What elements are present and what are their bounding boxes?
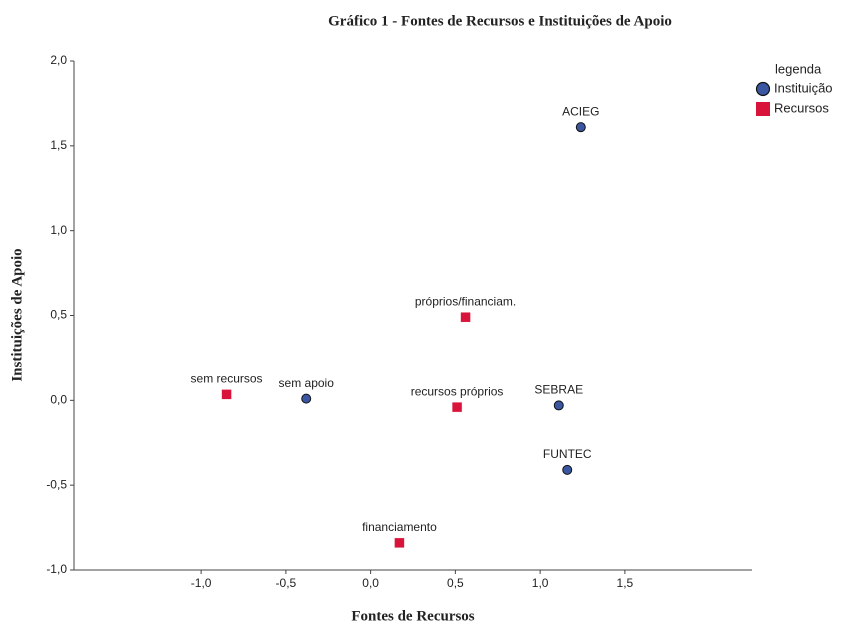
point-label: SEBRAE [534, 383, 583, 397]
legend-marker [755, 81, 771, 97]
x-tick-label: 1,5 [617, 576, 634, 590]
point-label: recursos próprios [411, 384, 504, 398]
point [451, 401, 463, 413]
legend-label: Recursos [774, 100, 829, 115]
legend-label: Instituição [774, 80, 833, 95]
y-axis-label: Instituições de Apoio [9, 248, 25, 381]
x-tick-label: -0,5 [276, 576, 297, 590]
x-tick-label: 1,0 [532, 576, 549, 590]
y-tick-label: 1,0 [50, 223, 67, 237]
y-tick-label: 0,5 [50, 308, 67, 322]
y-tick-label: 1,5 [50, 138, 67, 152]
point [575, 122, 586, 133]
x-tick-label: 0,5 [447, 576, 464, 590]
point-label: próprios/financiam. [415, 294, 516, 308]
legend-title: legenda [775, 61, 822, 76]
point [221, 389, 232, 400]
y-tick-label: -1,0 [46, 562, 67, 576]
y-tick-label: -0,5 [46, 477, 67, 491]
point [562, 464, 573, 475]
legend-marker [756, 102, 770, 116]
point [460, 311, 471, 323]
point-label: FUNTEC [543, 447, 592, 461]
x-tick-label: 0,0 [362, 576, 379, 590]
point-label: financiamento [362, 520, 437, 534]
y-tick-label: 0,0 [50, 393, 67, 407]
chart-title: Gráfico 1 - Fontes de Recursos e Institu… [328, 13, 672, 29]
point-label: ACIEG [562, 104, 599, 118]
point [301, 393, 312, 404]
x-tick-label: -1,0 [191, 576, 212, 590]
point [394, 537, 405, 549]
point-label: sem recursos [191, 372, 263, 386]
point [553, 400, 564, 411]
y-tick-label: 2,0 [50, 53, 67, 67]
point-label: sem apoio [279, 376, 335, 390]
x-axis-label: Fontes de Recursos [351, 608, 474, 624]
